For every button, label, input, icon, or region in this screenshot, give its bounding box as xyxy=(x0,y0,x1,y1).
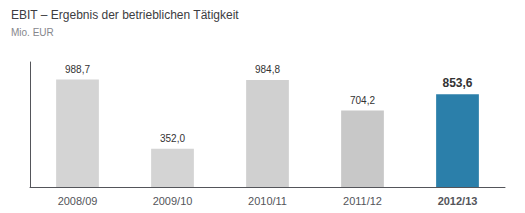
svg-text:704,2: 704,2 xyxy=(350,95,375,106)
svg-text:2011/12: 2011/12 xyxy=(343,195,382,207)
svg-text:2010/11: 2010/11 xyxy=(248,195,287,207)
svg-text:Mio. EUR: Mio. EUR xyxy=(11,27,54,38)
svg-text:EBIT – Ergebnis der betrieblic: EBIT – Ergebnis der betrieblichen Tätigk… xyxy=(11,8,239,22)
svg-text:2009/10: 2009/10 xyxy=(153,195,193,207)
svg-text:988,7: 988,7 xyxy=(65,64,90,75)
svg-text:2008/09: 2008/09 xyxy=(58,195,98,207)
svg-text:853,6: 853,6 xyxy=(442,76,472,90)
svg-text:984,8: 984,8 xyxy=(255,64,280,75)
svg-text:352,0: 352,0 xyxy=(160,133,185,144)
svg-text:2012/13: 2012/13 xyxy=(438,195,478,207)
